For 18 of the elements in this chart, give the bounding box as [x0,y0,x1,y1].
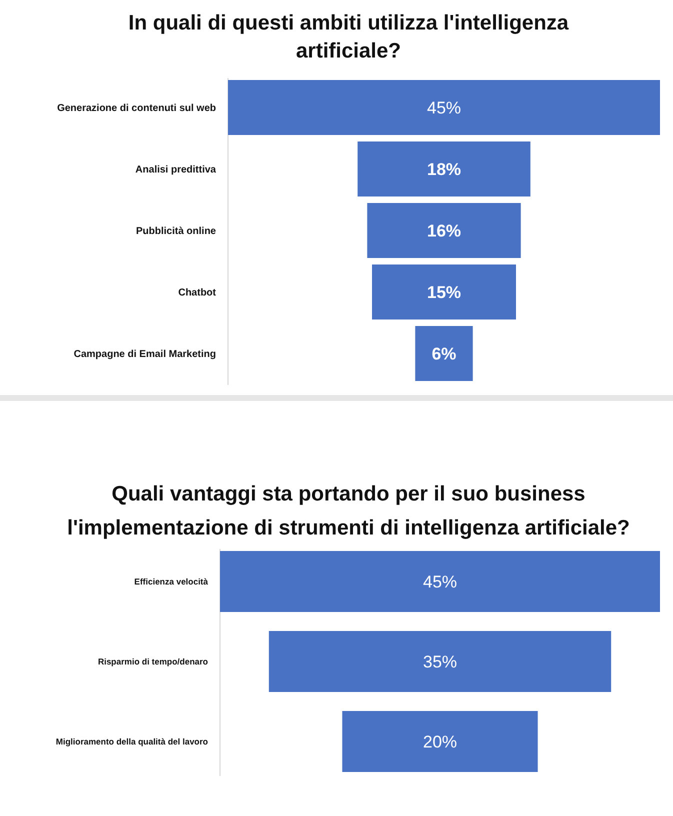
data-label: 35% [422,652,458,672]
text: Quali vantaggi sta portando per il suo business l'implementazione di strumenti di intelligenza artificiale? [67,482,630,540]
category-label: Campagne di Email Marketing [74,349,216,360]
data-label: 45% [426,98,462,118]
category-label: Efficienza velocità [134,576,208,586]
data-label: 45% [422,572,458,592]
category-label: Pubblicità online [136,226,216,237]
category-label: Risparmio di tempo/denaro [98,656,208,666]
data-label: 18% [426,160,462,179]
data-label: 16% [426,221,462,240]
text: In quali di questi ambiti utilizza l'intelligenza artificiale? [128,11,569,62]
data-label: 20% [422,732,458,752]
category-label: Generazione di contenuti sul web [57,103,216,114]
data-label: 15% [426,282,462,302]
category-label: Chatbot [178,288,217,298]
data-label: 6% [432,344,456,364]
category-label: Analisi predittiva [135,164,216,176]
category-label: Miglioramento della qualità del lavoro [56,736,208,746]
